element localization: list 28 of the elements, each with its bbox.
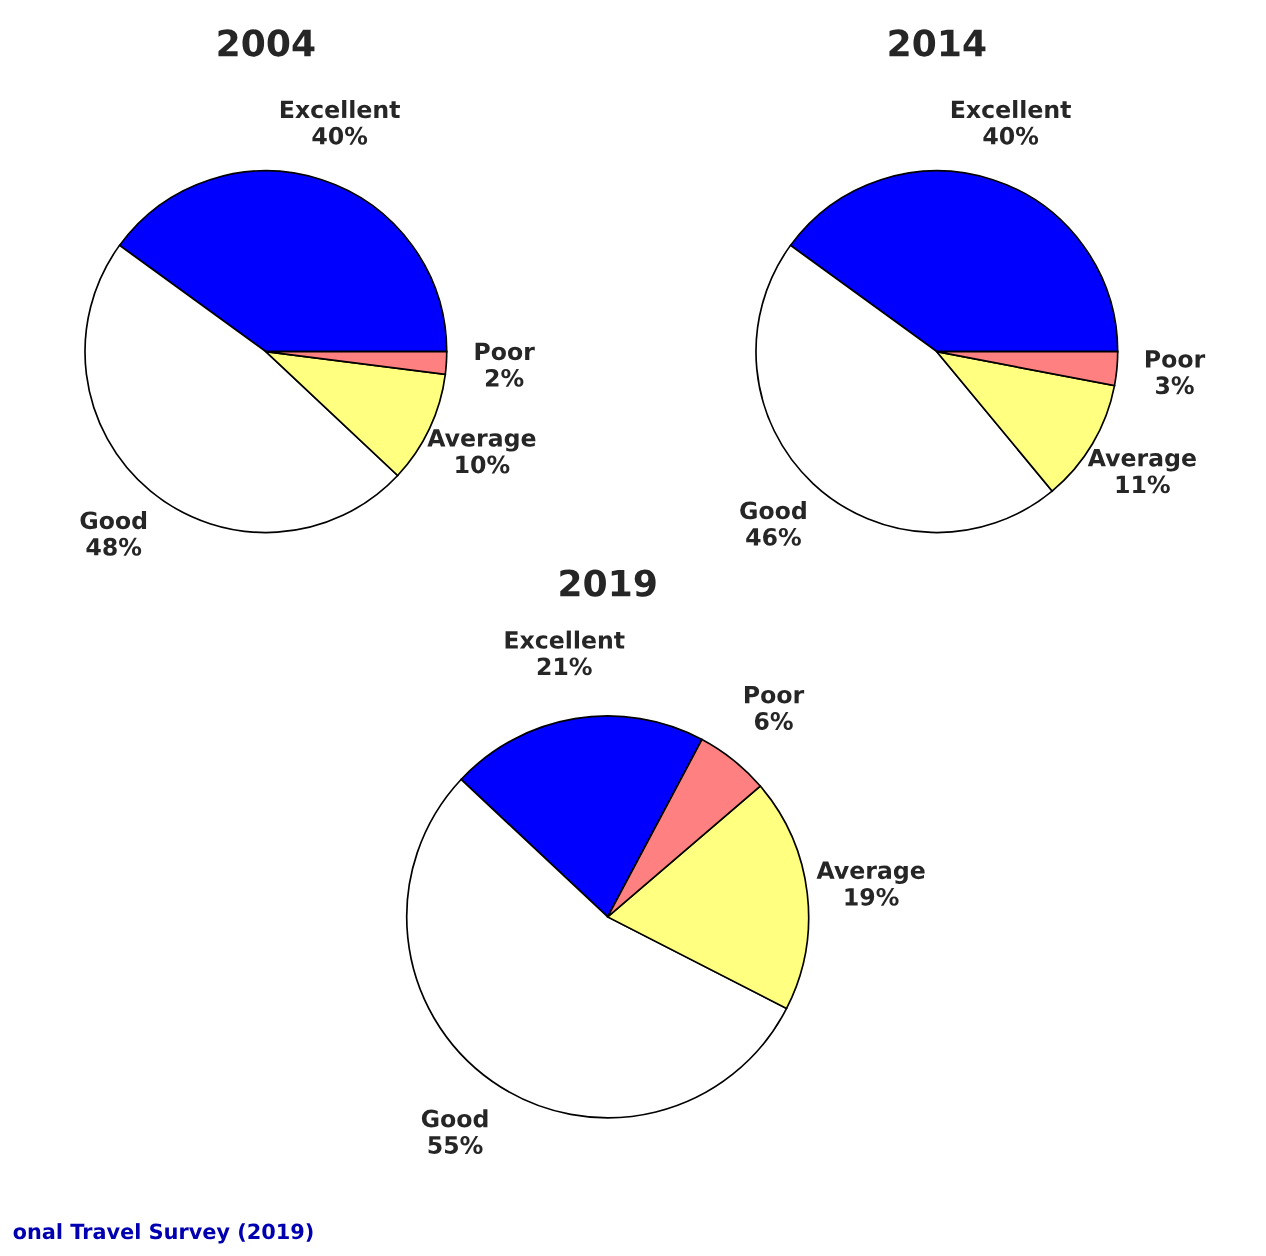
data-label: 40% [983,126,1039,145]
slice-label: Good [80,510,147,530]
text: onal Travel Survey (2019) [13,1223,313,1244]
data-label: 3% [1156,376,1194,395]
data-label: 21% [537,657,592,676]
slice-label: Average [427,429,536,452]
data-label: 19% [845,887,899,906]
slice-label: Poor [1145,350,1206,368]
data-label: 48% [86,537,142,556]
slice-label: Average [1087,449,1196,472]
data-label: 55% [428,1136,483,1154]
data-label: 40% [312,126,368,145]
chart-title: 2014 [889,29,986,57]
data-label: 6% [754,712,793,730]
data-label: 2% [485,368,524,387]
data-label: 46% [746,527,801,546]
slice-label: Excellent [951,99,1071,119]
chart-title: 2004 [218,29,315,57]
slice-label: Poor [744,685,805,704]
slice-label: Excellent [505,630,625,649]
data-label: 11% [1116,475,1170,494]
chart-title: 2019 [560,569,656,597]
data-label: 10% [456,455,510,474]
slice-label: Excellent [280,99,400,119]
slice-label: Poor [475,342,535,361]
slice-label: Good [421,1109,488,1128]
slice-label: Good [740,501,806,520]
slice-label: Average [816,861,925,884]
